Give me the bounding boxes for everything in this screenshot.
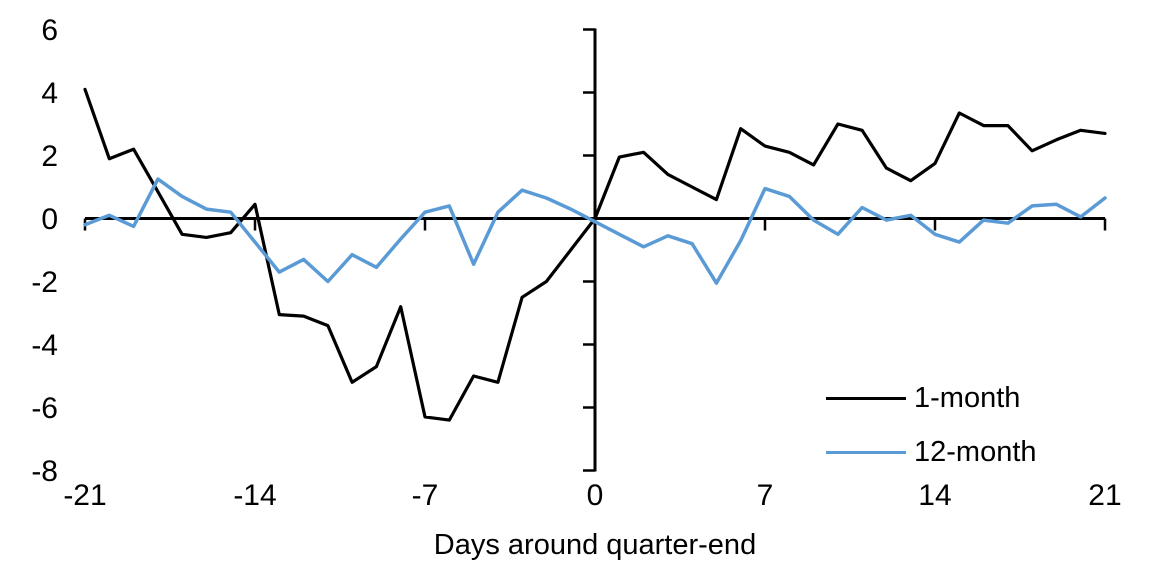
y-tick-label: 0 xyxy=(41,203,58,236)
y-tick-label: 2 xyxy=(41,140,58,173)
legend-line-12-month-icon xyxy=(826,450,906,454)
legend-line-1-month-icon xyxy=(826,396,906,400)
x-tick-label: 0 xyxy=(587,479,604,512)
y-tick-label: 6 xyxy=(41,14,58,47)
x-tick-label: 14 xyxy=(918,479,951,512)
legend-item-1-month: 1-month xyxy=(826,383,1037,413)
x-tick-label: -21 xyxy=(63,479,106,512)
x-tick-label: -14 xyxy=(233,479,276,512)
series-line-12-month xyxy=(83,177,1107,285)
legend: 1-month 12-month xyxy=(826,383,1037,467)
x-tick-label: 21 xyxy=(1088,479,1121,512)
y-tick-label: -4 xyxy=(31,329,58,362)
series-line-1-month xyxy=(83,87,1107,422)
legend-item-12-month: 12-month xyxy=(826,437,1037,467)
y-tick-label: -6 xyxy=(31,392,58,425)
y-tick-label: -8 xyxy=(31,455,58,488)
y-tick-label: -2 xyxy=(31,266,58,299)
y-tick-label: 4 xyxy=(41,77,58,110)
x-axis-title: Days around quarter-end xyxy=(433,529,757,561)
legend-label-1-month: 1-month xyxy=(914,382,1021,414)
x-tick-label: 7 xyxy=(757,479,774,512)
x-tick-label: -7 xyxy=(412,479,439,512)
legend-label-12-month: 12-month xyxy=(914,436,1037,468)
